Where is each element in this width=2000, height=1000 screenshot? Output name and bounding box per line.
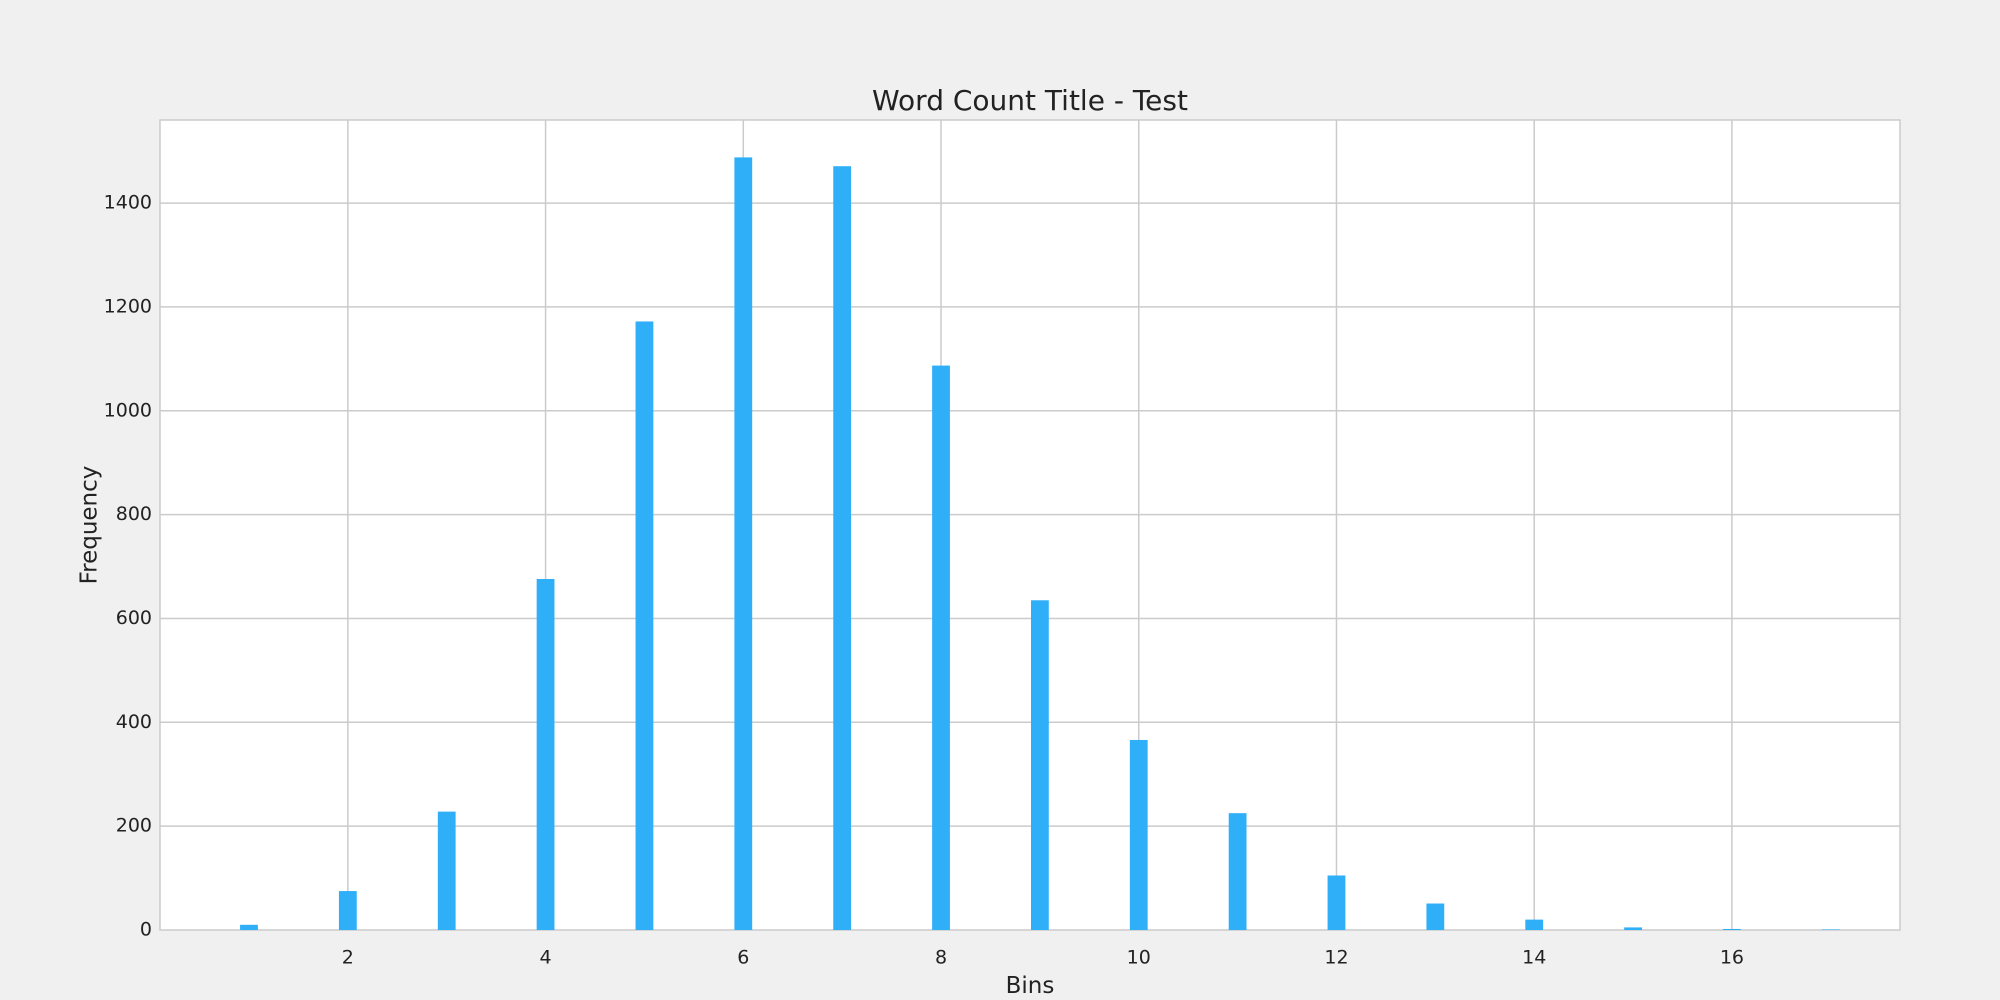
x-tick-label: 4 [540, 947, 552, 969]
histogram-bar [1821, 929, 1840, 930]
histogram-bar [1228, 813, 1247, 930]
histogram-bar [932, 365, 950, 930]
histogram-bar [635, 321, 654, 930]
histogram-bar [1426, 903, 1445, 930]
histogram-bar [1030, 600, 1049, 930]
x-tick-label: 12 [1324, 947, 1348, 969]
y-axis-ticks: 0 200 400 600 800 1000 1200 1400 [104, 192, 152, 941]
y-tick-label: 0 [140, 919, 152, 941]
y-tick-label: 200 [116, 815, 152, 837]
x-axis-label: Bins [1006, 973, 1055, 999]
histogram-bar [1624, 927, 1642, 930]
y-tick-label: 1200 [104, 295, 152, 317]
x-tick-label: 14 [1522, 947, 1546, 969]
plot-area [159, 119, 1901, 931]
y-axis-label: Frequency [77, 466, 103, 585]
x-tick-label: 16 [1720, 947, 1744, 969]
histogram-bar [338, 891, 357, 930]
histogram-bar [536, 579, 555, 930]
histogram-bar [1129, 739, 1148, 930]
histogram-bar [437, 811, 456, 930]
y-tick-label: 1400 [104, 192, 152, 214]
histogram-bar [240, 924, 258, 930]
histogram-bar [1327, 875, 1346, 930]
chart-title: Word Count Title - Test [872, 84, 1188, 117]
y-tick-label: 1000 [104, 399, 152, 421]
histogram-bar [1525, 919, 1544, 930]
x-axis-ticks: 2 4 6 8 10 12 14 16 [342, 947, 1744, 969]
histogram-bar [1723, 928, 1741, 930]
x-tick-label: 10 [1127, 947, 1151, 969]
bars [240, 157, 1840, 930]
x-tick-label: 8 [935, 947, 947, 969]
x-tick-label: 2 [342, 947, 354, 969]
grid-lines [160, 120, 1900, 930]
histogram-bar [734, 157, 753, 930]
histogram-bar [833, 166, 852, 930]
y-tick-label: 800 [116, 503, 152, 525]
y-tick-label: 600 [116, 607, 152, 629]
x-tick-label: 6 [737, 947, 749, 969]
y-tick-label: 400 [116, 711, 152, 733]
